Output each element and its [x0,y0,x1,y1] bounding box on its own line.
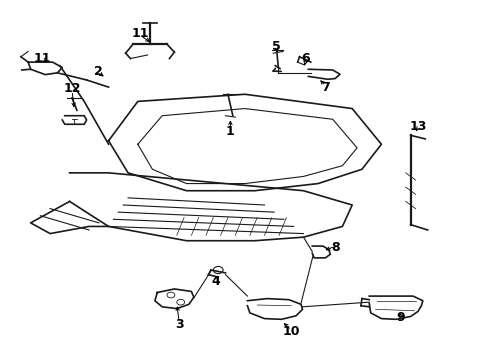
Text: 7: 7 [321,81,330,94]
Text: 3: 3 [175,318,184,331]
Text: 6: 6 [301,52,310,65]
Text: 11: 11 [34,52,51,65]
Text: 4: 4 [211,275,220,288]
Text: 10: 10 [283,325,300,338]
Text: 11: 11 [131,27,149,40]
Text: 8: 8 [331,241,340,255]
Text: 1: 1 [226,125,235,138]
Text: 12: 12 [63,82,81,95]
Text: 13: 13 [409,120,427,133]
Text: 2: 2 [95,64,103,77]
Text: 9: 9 [396,311,405,324]
Text: 5: 5 [272,40,281,53]
